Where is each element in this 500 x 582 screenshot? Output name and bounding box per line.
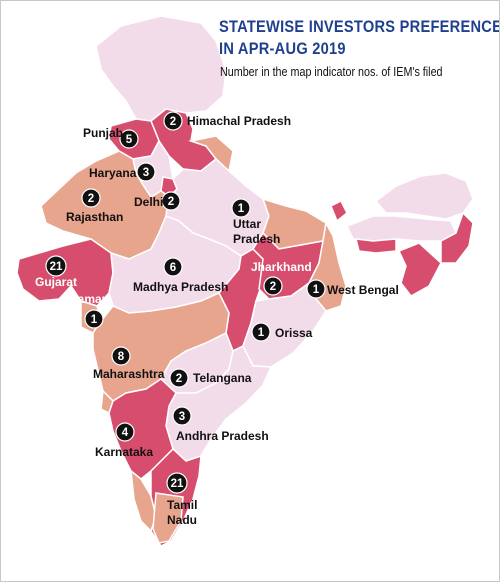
badge-telangana xyxy=(169,368,189,388)
badge-rajasthan xyxy=(81,188,101,208)
badge-count-rajasthan: 2 xyxy=(88,193,94,205)
badge-count-tamil-nadu: 21 xyxy=(171,478,184,490)
badge-count-maharashtra: 8 xyxy=(118,351,125,363)
label-telangana: Telangana xyxy=(193,371,252,385)
badge-count-uttar-pradesh: 1 xyxy=(238,203,245,215)
badge-gujarat xyxy=(45,255,67,277)
badge-haryana xyxy=(136,162,156,182)
badge-count-madhya-pradesh: 6 xyxy=(170,262,176,274)
badge-madhya-pradesh xyxy=(163,257,183,277)
label-maharashtra: Maharashtra xyxy=(93,367,165,381)
badge-karnataka xyxy=(115,422,135,442)
badge-count-telangana: 2 xyxy=(176,373,182,385)
label-punjab: Punjab xyxy=(83,126,123,140)
region-jammu-kashmir xyxy=(95,15,227,122)
badge-count-jharkhand: 2 xyxy=(270,281,276,293)
badge-count-delhi: 2 xyxy=(168,196,174,208)
label-karnataka: Karnataka xyxy=(95,445,153,459)
badge-orissa xyxy=(251,322,271,342)
badge-jharkhand xyxy=(263,276,283,296)
badge-count-punjab: 5 xyxy=(126,134,133,146)
label-rajasthan: Rajasthan xyxy=(66,210,123,224)
badge-maharashtra xyxy=(111,346,131,366)
badge-count-karnataka: 4 xyxy=(122,427,129,439)
map-title-line-1: STATEWISE INVESTORS PREFERENCE xyxy=(219,17,500,36)
label-orissa: Orissa xyxy=(275,326,313,340)
label-uttar-pradesh-line-2: Pradesh xyxy=(233,232,280,246)
badge-count-gujarat: 21 xyxy=(50,261,63,273)
region-arunachal xyxy=(374,172,474,220)
badge-tamil-nadu xyxy=(166,472,188,494)
badge-count-andhra-pradesh: 3 xyxy=(179,411,185,423)
label-himachal-pradesh: Himachal Pradesh xyxy=(187,114,291,128)
label-tamil-nadu-line-2: Nadu xyxy=(167,513,197,527)
label-gujarat: Gujarat xyxy=(35,275,77,289)
region-mizoram-tripura xyxy=(397,242,442,297)
badge-daman xyxy=(84,309,104,329)
label-madhya-pradesh: Madhya Pradesh xyxy=(133,280,228,294)
map-subtitle: Number in the map indicator nos. of IEM'… xyxy=(220,65,443,79)
badge-count-daman: 1 xyxy=(91,314,98,326)
badge-uttar-pradesh xyxy=(231,198,251,218)
label-delhi: Delhi xyxy=(134,195,163,209)
badge-count-west-bengal: 1 xyxy=(313,284,320,296)
badge-count-haryana: 3 xyxy=(143,167,149,179)
region-assam xyxy=(345,215,457,242)
state-labels: Himachal Pradesh Punjab Haryana Delhi Rajast… xyxy=(35,114,399,527)
region-nagaland-manipur xyxy=(440,211,474,264)
region-sikkim xyxy=(330,199,348,223)
badge-count-orissa: 1 xyxy=(258,327,265,339)
badge-count-himachal-pradesh: 2 xyxy=(170,116,176,128)
label-andhra-pradesh: Andhra Pradesh xyxy=(176,429,269,443)
label-uttar-pradesh-line-1: Uttar xyxy=(233,217,261,231)
badge-delhi xyxy=(161,191,181,211)
badge-himachal-pradesh xyxy=(163,111,183,131)
map-title-line-2: IN APR-AUG 2019 xyxy=(219,39,346,58)
badge-andhra-pradesh xyxy=(172,406,192,426)
badge-west-bengal xyxy=(306,279,326,299)
label-jharkhand: Jharkhand xyxy=(251,260,312,274)
label-west-bengal: West Bengal xyxy=(327,283,399,297)
label-daman: Daman xyxy=(69,292,109,306)
region-tamil-nadu-south xyxy=(152,492,184,544)
badge-punjab xyxy=(119,129,139,149)
label-haryana: Haryana xyxy=(89,166,137,180)
region-meghalaya xyxy=(355,238,397,254)
state-regions xyxy=(16,15,474,547)
label-tamil-nadu-line-1: Tamil xyxy=(167,498,197,512)
